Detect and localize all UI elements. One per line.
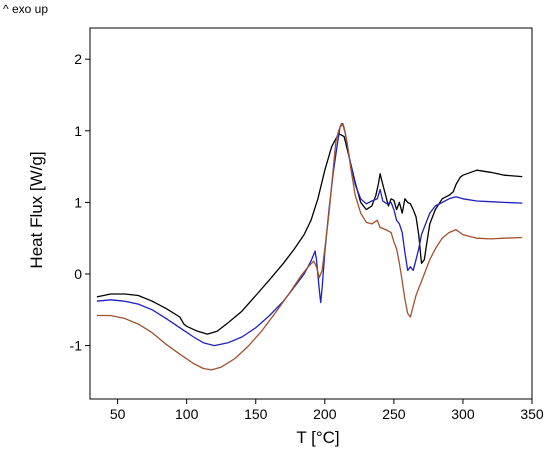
x-tick-label: 200 xyxy=(313,406,337,422)
series-layer xyxy=(96,122,523,371)
x-tick-label: 300 xyxy=(451,406,475,422)
x-ticks: 50 100 150 200 250 300 350 xyxy=(110,399,544,422)
x-axis-label: T [°C] xyxy=(296,428,339,447)
x-tick-label: 350 xyxy=(520,406,544,422)
series-line-2 xyxy=(96,122,523,347)
series-line-1 xyxy=(96,133,523,335)
y-ticks: -1 0 1 1 2 xyxy=(70,51,90,354)
y-axis-label: Heat Flux [W/g] xyxy=(27,151,46,268)
y-tick-label: 2 xyxy=(74,51,82,67)
y-tick-label: 1 xyxy=(74,123,82,139)
y-tick-label: 1 xyxy=(74,194,82,210)
x-tick-label: 150 xyxy=(244,406,268,422)
series-line-3 xyxy=(96,122,523,371)
y-tick-label: 0 xyxy=(74,266,82,282)
x-tick-label: 50 xyxy=(110,406,126,422)
x-tick-label: 100 xyxy=(175,406,199,422)
exo-up-annotation: ^ exo up xyxy=(3,2,48,16)
plot-frame xyxy=(89,27,533,400)
x-tick-label: 250 xyxy=(382,406,406,422)
y-tick-label: -1 xyxy=(70,338,83,354)
